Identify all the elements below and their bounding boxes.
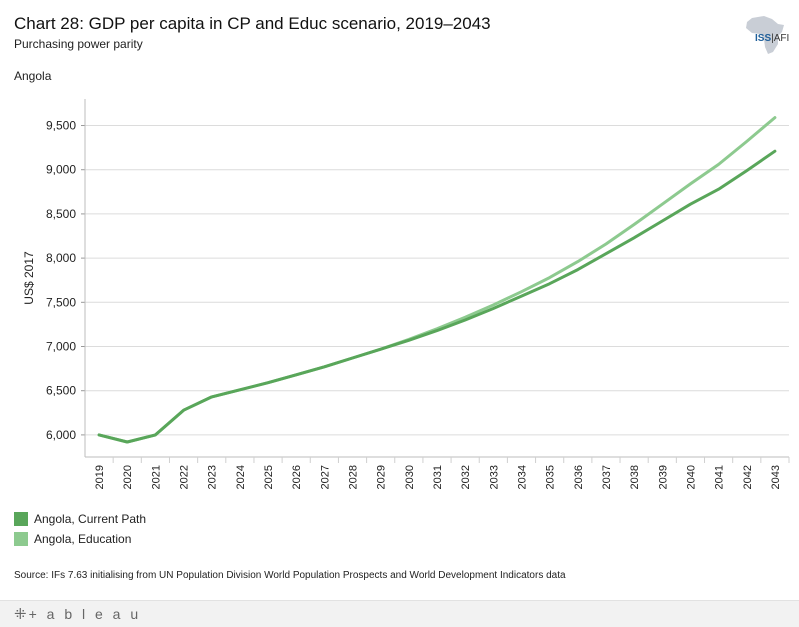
x-tick-label: 2030 (404, 465, 416, 489)
logo-afi: AFI (773, 33, 790, 44)
series-lines (97, 116, 777, 444)
x-tick-label: 2019 (94, 465, 106, 489)
tableau-logo[interactable]: ⁜ + a b l e a u (14, 605, 141, 623)
x-tick-label: 2031 (432, 465, 444, 489)
iss-logo-text: ISS|AFI (755, 33, 789, 44)
legend-swatch-current-path (14, 512, 28, 526)
x-tick-label: 2033 (488, 465, 500, 489)
x-tick-label: 2041 (714, 465, 726, 489)
series-line-education[interactable] (97, 116, 777, 444)
x-tick-label: 2042 (742, 465, 754, 489)
x-tick-label: 2022 (179, 465, 191, 489)
legend-swatch-education (14, 532, 28, 546)
x-tick-label: 2035 (545, 465, 557, 489)
chart-title: Chart 28: GDP per capita in CP and Educ … (14, 14, 491, 33)
chart-subtitle: Purchasing power parity (14, 37, 143, 51)
legend: Angola, Current Path Angola, Education (14, 509, 146, 549)
x-tick-label: 2025 (263, 465, 275, 489)
y-tick-label: 6,500 (46, 384, 76, 398)
x-tick-label: 2021 (150, 465, 162, 489)
line-chart: 6,000 6,500 7,000 7,500 8,000 8,500 9,000 9,500… (22, 99, 790, 489)
grid-lines (85, 125, 789, 436)
legend-label-education: Angola, Education (34, 532, 132, 546)
logo-divider: | (771, 33, 774, 44)
x-tick-label: 2024 (235, 465, 247, 489)
tableau-footer: ⁜ + a b l e a u (0, 600, 799, 627)
legend-item-education[interactable]: Angola, Education (14, 529, 146, 549)
y-tick-label: 9,500 (46, 119, 76, 133)
x-tick-label: 2034 (516, 465, 528, 489)
logo-iss: ISS (755, 33, 772, 44)
x-tick-label: 2040 (685, 465, 697, 489)
x-tick-label: 2029 (376, 465, 388, 489)
x-tick-label: 2043 (770, 465, 782, 489)
y-tick-label: 6,000 (46, 428, 76, 442)
x-tick-label: 2037 (601, 465, 613, 489)
source-note: Source: IFs 7.63 initialising from UN Po… (14, 570, 566, 581)
x-tick-label: 2032 (460, 465, 472, 489)
x-tick-label: 2023 (207, 465, 219, 489)
tableau-wordmark: + a b l e a u (28, 606, 142, 622)
tableau-mark-icon: ⁜ (14, 606, 27, 623)
x-tick-label: 2039 (657, 465, 669, 489)
africa-map-logo-icon (746, 16, 784, 54)
y-tick-label: 9,000 (46, 163, 76, 177)
x-tick-label: 2028 (348, 465, 360, 489)
series-line-current-path[interactable] (97, 149, 777, 444)
x-tick-label: 2038 (629, 465, 641, 489)
country-label: Angola (14, 69, 52, 83)
axes: 6,000 6,500 7,000 7,500 8,000 8,500 9,000 9,500… (46, 99, 790, 489)
y-axis-label: US$ 2017 (22, 251, 36, 305)
y-tick-label: 8,000 (46, 251, 76, 265)
x-tick-label: 2026 (291, 465, 303, 489)
x-tick-label: 2027 (319, 465, 331, 489)
y-tick-label: 7,000 (46, 340, 76, 354)
x-tick-label: 2020 (122, 465, 134, 489)
legend-item-current-path[interactable]: Angola, Current Path (14, 509, 146, 529)
x-tick-label: 2036 (573, 465, 585, 489)
y-tick-label: 7,500 (46, 295, 76, 309)
y-tick-label: 8,500 (46, 207, 76, 221)
legend-label-current-path: Angola, Current Path (34, 512, 147, 526)
